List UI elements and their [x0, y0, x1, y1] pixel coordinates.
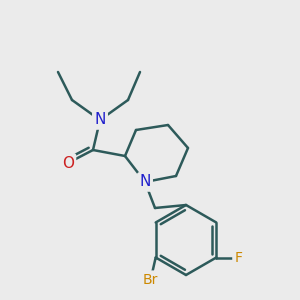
Text: Br: Br: [143, 272, 158, 286]
Text: O: O: [62, 155, 74, 170]
Text: N: N: [94, 112, 106, 128]
Text: F: F: [234, 250, 242, 265]
Text: N: N: [139, 175, 151, 190]
